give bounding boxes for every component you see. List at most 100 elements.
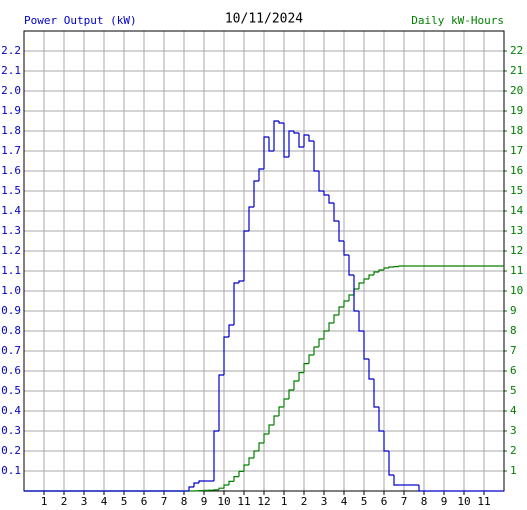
- step-segment: [318, 171, 324, 192]
- y-tick-label: 1.7: [1, 144, 21, 157]
- step-segment: [313, 346, 319, 355]
- step-segment: [273, 415, 279, 425]
- step-segment: [238, 470, 244, 477]
- step-segment: [398, 265, 404, 267]
- step-segment: [243, 230, 249, 281]
- x-tick-label: 4: [341, 495, 348, 508]
- x-tick-label: 7: [161, 495, 168, 508]
- step-segment: [253, 180, 259, 207]
- step-segment: [393, 475, 399, 486]
- x-tick-label: 6: [381, 495, 388, 508]
- step-segment: [283, 398, 289, 407]
- y2-tick-label: 13: [510, 224, 523, 237]
- step-segment: [368, 274, 374, 279]
- x-tick-label: 5: [361, 495, 368, 508]
- step-segment: [233, 476, 239, 482]
- y-tick-label: 2.1: [1, 64, 21, 77]
- y2-tick-label: 16: [510, 164, 523, 177]
- step-segment: [323, 330, 329, 339]
- x-tick-label: 6: [141, 495, 148, 508]
- step-segment: [228, 324, 234, 337]
- step-segment: [383, 267, 389, 270]
- step-segment: [228, 480, 234, 485]
- y-tick-label: 2.2: [1, 44, 21, 57]
- y-tick-label: 0.8: [1, 324, 21, 337]
- step-segment: [298, 133, 304, 148]
- y-tick-label: 1.2: [1, 244, 21, 257]
- y-tick-label: 2.0: [1, 84, 21, 97]
- x-tick-label: 1: [281, 495, 288, 508]
- y2-tick-label: 3: [510, 424, 517, 437]
- step-segment: [288, 389, 294, 399]
- y-tick-label: 1.4: [1, 204, 21, 217]
- step-segment: [333, 314, 339, 323]
- y2-tick-label: 11: [510, 264, 523, 277]
- y-tick-label: 0.5: [1, 384, 21, 397]
- step-segment: [378, 269, 384, 272]
- y2-tick-label: 15: [510, 184, 523, 197]
- x-tick-label: 9: [441, 495, 448, 508]
- y2-tick-label: 21: [510, 64, 523, 77]
- x-tick-label: 4: [101, 495, 108, 508]
- x-tick-label: 5: [121, 495, 128, 508]
- step-segment: [333, 203, 339, 222]
- x-tick-label: 2: [301, 495, 308, 508]
- step-segment: [198, 480, 204, 483]
- x-tick-label: 10: [217, 495, 230, 508]
- y-tick-label: 0.6: [1, 364, 21, 377]
- step-segment: [258, 442, 264, 451]
- step-segment: [263, 136, 269, 169]
- y-tick-label: 0.4: [1, 404, 21, 417]
- y2-tick-label: 14: [510, 204, 524, 217]
- y-tick-label: 1.5: [1, 184, 21, 197]
- step-segment: [293, 380, 299, 390]
- step-segment: [388, 451, 394, 476]
- step-segment: [223, 336, 229, 375]
- step-segment: [263, 433, 269, 443]
- plot-frame: [23, 30, 505, 492]
- step-segment: [278, 121, 284, 124]
- step-segment: [363, 278, 369, 283]
- step-segment: [368, 359, 374, 380]
- y-tick-label: 0.2: [1, 444, 21, 457]
- step-segment: [358, 282, 364, 289]
- y-tick-label: 0.7: [1, 344, 21, 357]
- x-tick-label: 11: [237, 495, 250, 508]
- y-tick-label: 1.6: [1, 164, 21, 177]
- step-segment: [343, 241, 349, 256]
- step-segment: [218, 487, 224, 490]
- step-segment: [268, 137, 274, 152]
- y-tick-label: 0.1: [1, 464, 21, 477]
- y2-tick-label: 10: [510, 284, 523, 297]
- x-tick-label: 3: [321, 495, 328, 508]
- step-segment: [418, 485, 424, 492]
- x-tick-label: 3: [81, 495, 88, 508]
- step-segment: [268, 424, 274, 434]
- step-segment: [358, 311, 364, 332]
- y2-tick-label: 5: [510, 384, 517, 397]
- y-tick-label: 1.9: [1, 104, 21, 117]
- step-segment: [303, 134, 309, 147]
- step-segment: [388, 266, 394, 268]
- step-segment: [348, 255, 354, 276]
- step-segment: [338, 306, 344, 315]
- step-segment: [258, 168, 264, 181]
- step-segment: [308, 354, 314, 364]
- y-axis-label: Power Output (kW): [24, 14, 137, 27]
- step-segment: [253, 450, 259, 458]
- x-tick-label: 9: [201, 495, 208, 508]
- step-segment: [373, 271, 379, 275]
- x-tick-label: 11: [477, 495, 490, 508]
- x-tick-label: 10: [457, 495, 470, 508]
- step-segment: [283, 123, 289, 158]
- y-tick-label: 1.8: [1, 124, 21, 137]
- step-segment: [348, 294, 354, 301]
- step-segment: [328, 195, 334, 204]
- step-segment: [318, 338, 324, 347]
- x-tick-label: 1: [41, 495, 48, 508]
- step-segment: [293, 131, 299, 134]
- y2-tick-label: 18: [510, 124, 523, 137]
- step-segment: [298, 372, 304, 381]
- step-segment: [213, 430, 219, 481]
- step-segment: [338, 221, 344, 242]
